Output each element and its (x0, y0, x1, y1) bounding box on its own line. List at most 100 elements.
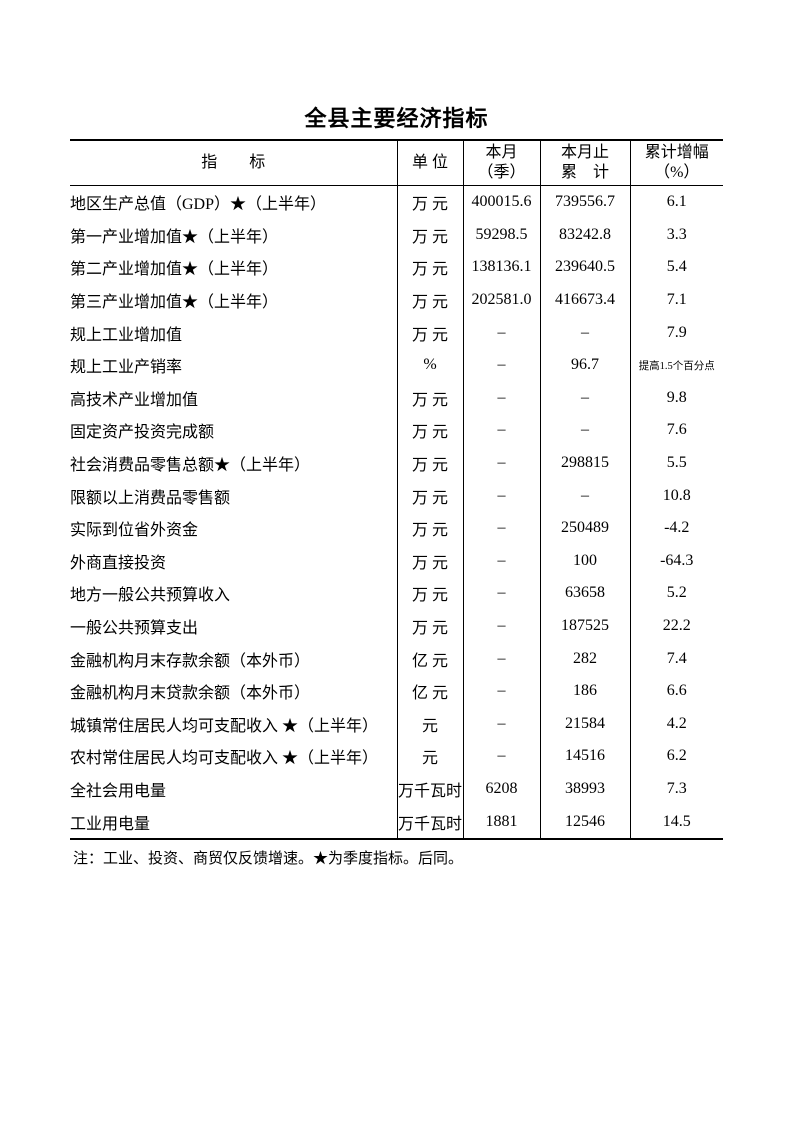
cell-cumulative-value: 63658 (540, 577, 631, 610)
table-row: 城镇常住居民人均可支配收入 ★（上半年） 元 – 21584 4.2 (70, 707, 723, 741)
cell-indicator: 外商直接投资 (70, 544, 398, 578)
cell-indicator: 金融机构月末存款余额（本外币） (70, 642, 398, 675)
table-row: 限额以上消费品零售额 万 元 – – 10.8 (70, 479, 723, 512)
cell-cumulative-value: – (540, 479, 631, 512)
cell-growth-value: 5.5 (666, 454, 687, 472)
table-row: 一般公共预算支出 万 元 – 187525 22.2 (70, 609, 723, 643)
cell-growth-value: 22.2 (662, 617, 691, 635)
cell-unit: 万 元 (397, 381, 464, 415)
cell-month-value: 138136.1 (463, 251, 541, 284)
table-row: 金融机构月末存款余额（本外币） 亿 元 – 282 7.4 (70, 642, 723, 675)
cell-cumulative-value: 250489 (540, 511, 631, 545)
cell-month-value: – (463, 446, 541, 480)
cell-month-value: – (463, 740, 541, 773)
cell-unit: 万 元 (397, 218, 464, 252)
cell-growth-value: 7.6 (666, 421, 687, 439)
cell-indicator: 工业用电量 (70, 805, 398, 839)
table-row: 金融机构月末贷款余额（本外币） 亿 元 – 186 6.6 (70, 674, 723, 708)
cell-indicator: 地方一般公共预算收入 (70, 577, 398, 610)
table-row: 社会消费品零售总额★（上半年） 万 元 – 298815 5.5 (70, 446, 723, 480)
cell-growth-value: 5.4 (666, 258, 687, 276)
cell-indicator: 第一产业增加值★（上半年） (70, 218, 398, 252)
cell-indicator: 高技术产业增加值 (70, 381, 398, 415)
cell-indicator: 农村常住居民人均可支配收入 ★（上半年） (70, 740, 398, 773)
cell-growth-value: 6.2 (666, 747, 687, 765)
table-row: 地方一般公共预算收入 万 元 – 63658 5.2 (70, 577, 723, 610)
cell-unit: 万 元 (397, 511, 464, 545)
cell-cumulative-value: 282 (540, 642, 631, 675)
cell-month-value: – (463, 414, 541, 447)
table-row: 农村常住居民人均可支配收入 ★（上半年） 元 – 14516 6.2 (70, 740, 723, 773)
cell-month-value: 400015.6 (463, 185, 541, 219)
cell-month-value: – (463, 674, 541, 708)
cell-indicator: 固定资产投资完成额 (70, 414, 398, 447)
cell-month-value: 202581.0 (463, 283, 541, 317)
cell-month-value: – (463, 479, 541, 512)
table-row: 外商直接投资 万 元 – 100 -64.3 (70, 544, 723, 578)
cell-unit: 万 元 (397, 283, 464, 317)
cell-unit: 亿 元 (397, 674, 464, 708)
col-header-cumulative-line2: 累 计 (560, 164, 609, 181)
cell-unit: 元 (397, 707, 464, 741)
cell-indicator: 一般公共预算支出 (70, 609, 398, 643)
cell-month-value: – (463, 381, 541, 415)
cell-month-value: – (463, 544, 541, 578)
cell-cumulative-value: – (540, 381, 631, 415)
cell-growth-value: 10.8 (662, 486, 691, 504)
table-row: 第二产业增加值★（上半年） 万 元 138136.1 239640.5 5.4 (70, 251, 723, 284)
col-header-growth: 累计增幅 （%） (630, 140, 723, 186)
table-body: 地区生产总值（GDP）★（上半年） 万 元 400015.6 739556.7 … (70, 185, 723, 839)
col-header-growth-line1: 累计增幅 (644, 144, 709, 162)
cell-unit: 万 元 (397, 185, 464, 219)
cell-cumulative-value: 83242.8 (540, 218, 631, 252)
table-header: 指 标 单 位 本月 （季） 本月止 累 计 累计增幅 （%） (70, 140, 723, 186)
cell-cumulative-value: 739556.7 (540, 185, 631, 219)
cell-month-value: – (463, 348, 541, 382)
cell-growth-value: -64.3 (660, 551, 694, 569)
cell-indicator: 地区生产总值（GDP）★（上半年） (70, 185, 398, 219)
cell-growth-value: 6.6 (666, 682, 687, 700)
cell-month-value: – (463, 316, 541, 349)
cell-unit: 万 元 (397, 577, 464, 610)
table-row: 第三产业增加值★（上半年） 万 元 202581.0 416673.4 7.1 (70, 283, 723, 317)
cell-cumulative-value: 416673.4 (540, 283, 631, 317)
cell-growth-value: 4.2 (666, 714, 687, 732)
cell-unit: 万 元 (397, 544, 464, 578)
cell-cumulative-value: 21584 (540, 707, 631, 741)
cell-cumulative-value: 239640.5 (540, 251, 631, 284)
cell-cumulative-value: 96.7 (540, 348, 631, 382)
cell-unit: 万 元 (397, 316, 464, 349)
cell-growth-value: 3.3 (666, 225, 687, 243)
page-title: 全县主要经济指标 (304, 106, 489, 131)
col-header-month-line1: 本月 (485, 144, 518, 162)
cell-cumulative-value: 298815 (540, 446, 631, 480)
cell-month-value: – (463, 511, 541, 545)
cell-cumulative-value: 14516 (540, 740, 631, 773)
cell-growth-value: 提高1.5个百分点 (638, 360, 715, 372)
cell-indicator: 第三产业增加值★（上半年） (70, 283, 398, 317)
cell-month-value: – (463, 609, 541, 643)
cell-growth-value: 6.1 (666, 193, 687, 211)
cell-unit: 万 元 (397, 446, 464, 480)
cell-indicator: 规上工业产销率 (70, 348, 398, 382)
col-header-unit: 单 位 (397, 140, 464, 186)
cell-growth-value: -4.2 (664, 519, 690, 537)
col-header-indicator: 指 标 (70, 140, 398, 186)
col-header-cumulative: 本月止 累 计 (540, 140, 631, 186)
cell-unit: 万千瓦时 (397, 772, 464, 806)
col-header-month-line2: （季） (477, 164, 526, 181)
cell-growth-value: 7.3 (666, 779, 687, 797)
cell-cumulative-value: – (540, 316, 631, 349)
cell-indicator: 金融机构月末贷款余额（本外币） (70, 674, 398, 708)
cell-growth-value: 14.5 (662, 812, 691, 830)
cell-growth-value: 9.8 (666, 388, 687, 406)
table-row: 全社会用电量 万千瓦时 6208 38993 7.3 (70, 772, 723, 806)
cell-month-value: 59298.5 (463, 218, 541, 252)
cell-month-value: – (463, 707, 541, 741)
cell-month-value: 1881 (463, 805, 541, 839)
cell-growth-value: 5.2 (666, 584, 687, 602)
cell-month-value: – (463, 642, 541, 675)
table-row: 规上工业增加值 万 元 – – 7.9 (70, 316, 723, 349)
cell-growth-value: 7.1 (666, 291, 687, 309)
